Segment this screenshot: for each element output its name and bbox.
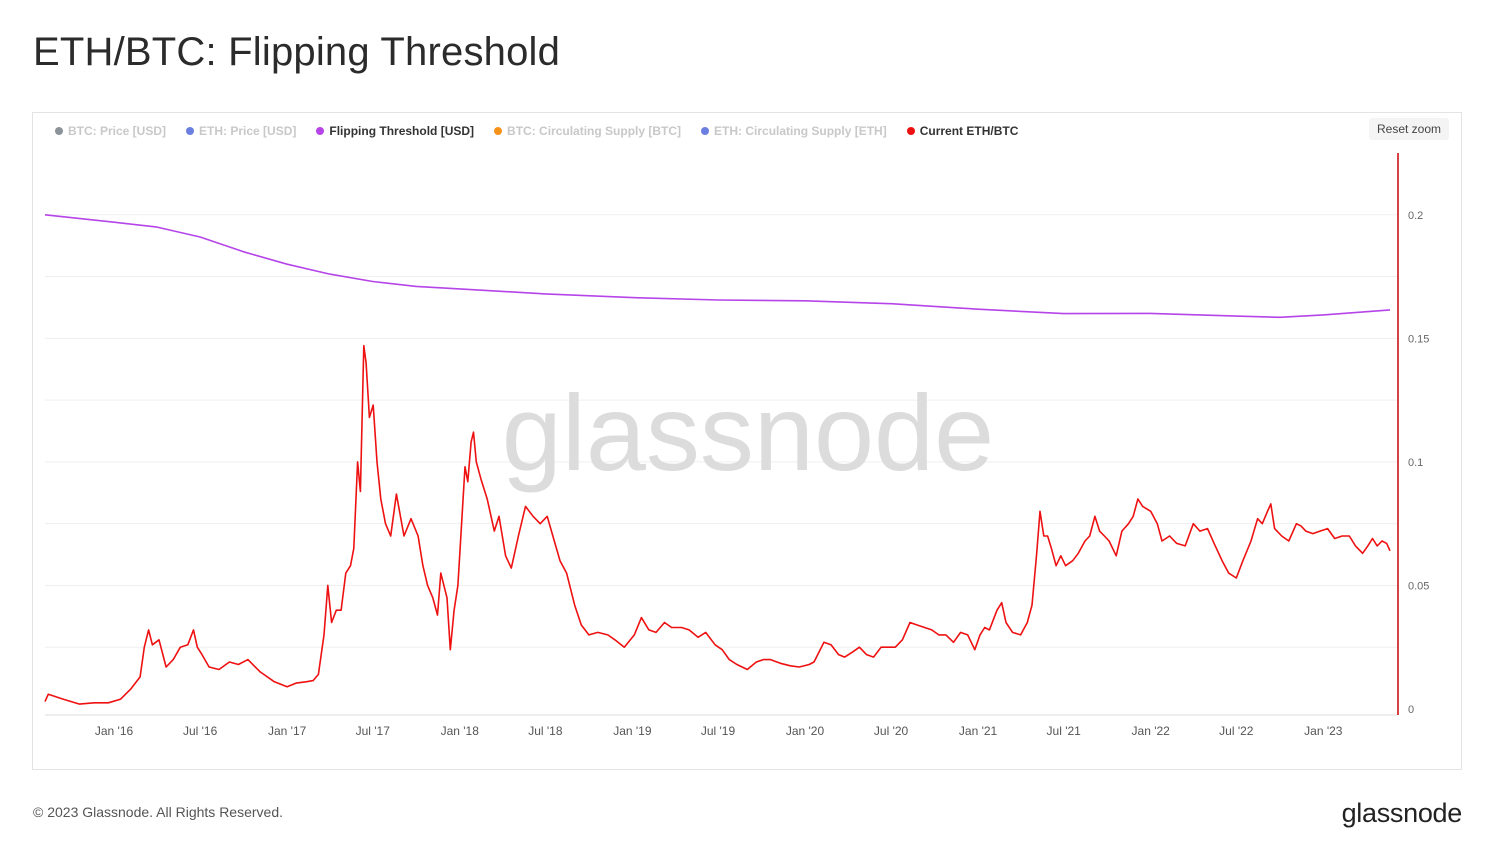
x-tick-label: Jan '17 (268, 724, 307, 738)
x-tick-label: Jul '17 (356, 724, 391, 738)
y-tick-label: 0.2 (1408, 210, 1423, 222)
x-tick-label: Jan '19 (613, 724, 652, 738)
y-tick-label: 0 (1408, 704, 1414, 716)
legend-item[interactable]: BTC: Circulating Supply [BTC] (494, 124, 681, 138)
legend-label: Current ETH/BTC (919, 124, 1019, 138)
legend-dot (494, 127, 503, 135)
watermark: glassnode (502, 372, 994, 493)
x-tick-label: Jul '20 (874, 724, 909, 738)
legend-item[interactable]: Flipping Threshold [USD] (316, 124, 474, 138)
legend-label: BTC: Price [USD] (68, 124, 167, 138)
x-tick-label: Jul '18 (528, 724, 563, 738)
legend-dot (186, 127, 195, 135)
series-layer (44, 214, 1391, 705)
y-tick-label: 0.1 (1408, 457, 1423, 469)
x-tick-label: Jan '16 (95, 724, 134, 738)
legend-dot (906, 127, 915, 135)
gridlines (45, 214, 1397, 648)
legend-item[interactable]: Current ETH/BTC (906, 124, 1019, 138)
x-tick-label: Jan '23 (1304, 724, 1343, 738)
legend-item[interactable]: ETH: Circulating Supply [ETH] (701, 124, 887, 138)
footer-copyright: © 2023 Glassnode. All Rights Reserved. (33, 804, 284, 820)
legend-dot (701, 127, 710, 135)
chart-frame (32, 112, 1462, 770)
x-tick-label: Jul '16 (183, 724, 218, 738)
x-tick-label: Jan '18 (441, 724, 480, 738)
legend-dot (316, 127, 325, 135)
footer-logo: glassnode (1341, 798, 1463, 828)
legend-label: ETH: Circulating Supply [ETH] (714, 124, 887, 138)
x-tick-label: Jul '21 (1047, 724, 1082, 738)
x-tick-label: Jan '21 (959, 724, 998, 738)
legend-item[interactable]: ETH: Price [USD] (186, 124, 296, 138)
legend-dot (55, 127, 63, 135)
legend-label: Flipping Threshold [USD] (329, 124, 475, 138)
eth-btc-line (44, 344, 1391, 705)
page-title: ETH/BTC: Flipping Threshold (33, 30, 561, 74)
legend-label: BTC: Circulating Supply [BTC] (507, 124, 682, 138)
x-tick-label: Jan '22 (1132, 724, 1171, 738)
x-tick-label: Jul '19 (701, 724, 736, 738)
legend: BTC: Price [USD] ETH: Price [USD] Flipping… (55, 124, 1018, 138)
y-tick-label: 0.05 (1408, 580, 1429, 592)
x-tick-label: Jul '22 (1219, 724, 1254, 738)
legend-item[interactable]: BTC: Price [USD] (55, 124, 166, 138)
legend-label: ETH: Price [USD] (199, 124, 297, 138)
reset-zoom-button[interactable]: Reset zoom (1369, 118, 1450, 140)
y-tick-label: 0.15 (1408, 333, 1429, 345)
axes: 0 0.05 0.1 0.15 0.2 Jan '16 Jul '16 Jan '17 Jul … (45, 153, 1429, 738)
flipping-threshold-line (44, 214, 1391, 319)
x-tick-label: Jan '20 (786, 724, 825, 738)
